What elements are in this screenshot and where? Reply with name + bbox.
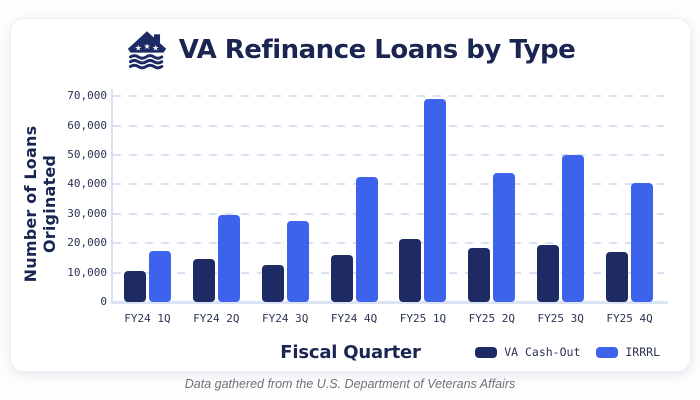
bar-irrrl-fy25-1q (424, 99, 447, 302)
y-tick-label: 60,000 (67, 118, 107, 132)
bar-irrrl-fy25-4q (631, 183, 654, 302)
x-axis-line (111, 301, 668, 304)
x-tick-label: FY24 4Q (330, 312, 378, 325)
gridline (113, 154, 664, 157)
gridline (113, 271, 664, 274)
bar-va-cash-out-fy24-1q (123, 271, 146, 302)
svg-text:★: ★ (135, 43, 142, 52)
x-tick-label: FY24 3Q (262, 312, 309, 325)
svg-text:★: ★ (152, 43, 159, 52)
bar-va-cash-out-fy24-2q (192, 259, 215, 302)
legend-item: IRRRL (596, 345, 660, 359)
gridline (113, 183, 664, 186)
legend-item: VA Cash-Out (475, 345, 580, 359)
x-tick-label: FY25 2Q (468, 312, 515, 325)
gridline (113, 212, 664, 215)
bottom-row: Fiscal Quarter VA Cash-Out IRRRL (11, 341, 690, 367)
y-tick-label: 70,000 (67, 89, 107, 103)
x-axis-label: Fiscal Quarter (280, 342, 421, 363)
bar-irrrl-fy24-2q (217, 215, 240, 302)
bar-va-cash-out-fy24-3q (261, 265, 284, 302)
gridline (113, 95, 664, 98)
gridline (113, 124, 664, 127)
bar-irrrl-fy25-3q (562, 155, 585, 302)
x-tick-label: FY25 3Q (537, 312, 584, 325)
legend-swatch (596, 346, 619, 358)
bar-irrrl-fy24-4q (355, 177, 378, 302)
x-tick-label: FY25 4Q (606, 312, 653, 325)
chart-title: VA Refinance Loans by Type (178, 35, 576, 65)
plot-area (111, 89, 668, 304)
y-tick-label: 10,000 (67, 265, 107, 279)
y-tick-label: 20,000 (67, 236, 107, 250)
y-axis-ticks: 0 10,000 20,000 30,000 40,000 50,000 60,000 70,… (47, 89, 107, 308)
legend-label: VA Cash-Out (504, 345, 581, 359)
y-tick-label: 40,000 (67, 177, 107, 191)
x-axis-ticks: FY24 1Q FY24 2Q FY24 3Q FY24 4Q FY25 1Q FY25 … (113, 312, 664, 328)
bar-va-cash-out-fy25-3q (537, 244, 560, 302)
gridline (113, 242, 664, 245)
x-tick-label: FY24 1Q (124, 312, 171, 325)
y-tick-label: 30,000 (67, 206, 107, 220)
va-house-stripes-icon: ★ ★ ★ (127, 31, 166, 70)
x-tick-label: FY25 1Q (399, 312, 447, 325)
chart-card: ★ ★ ★ VA Refinance Loans by Type Number … (10, 18, 691, 372)
x-tick-label: FY24 2Q (193, 312, 240, 325)
bar-va-cash-out-fy25-4q (606, 252, 629, 302)
legend: VA Cash-Out IRRRL (475, 345, 660, 359)
bar-va-cash-out-fy25-1q (399, 238, 422, 302)
bar-irrrl-fy24-3q (286, 221, 309, 302)
y-tick-label: 50,000 (67, 148, 107, 162)
bar-irrrl-fy25-2q (493, 172, 516, 302)
bar-va-cash-out-fy24-4q (330, 255, 353, 302)
y-tick-label: 0 (100, 295, 107, 308)
legend-swatch (475, 346, 498, 358)
svg-text:★: ★ (143, 42, 150, 51)
y-axis-line (111, 89, 113, 302)
chart-header: ★ ★ ★ VA Refinance Loans by Type (11, 26, 690, 74)
bar-va-cash-out-fy25-2q (468, 247, 491, 302)
footer-note: Data gathered from the U.S. Department o… (184, 377, 516, 391)
bar-irrrl-fy24-1q (148, 250, 171, 302)
legend-label: IRRRL (625, 345, 660, 359)
